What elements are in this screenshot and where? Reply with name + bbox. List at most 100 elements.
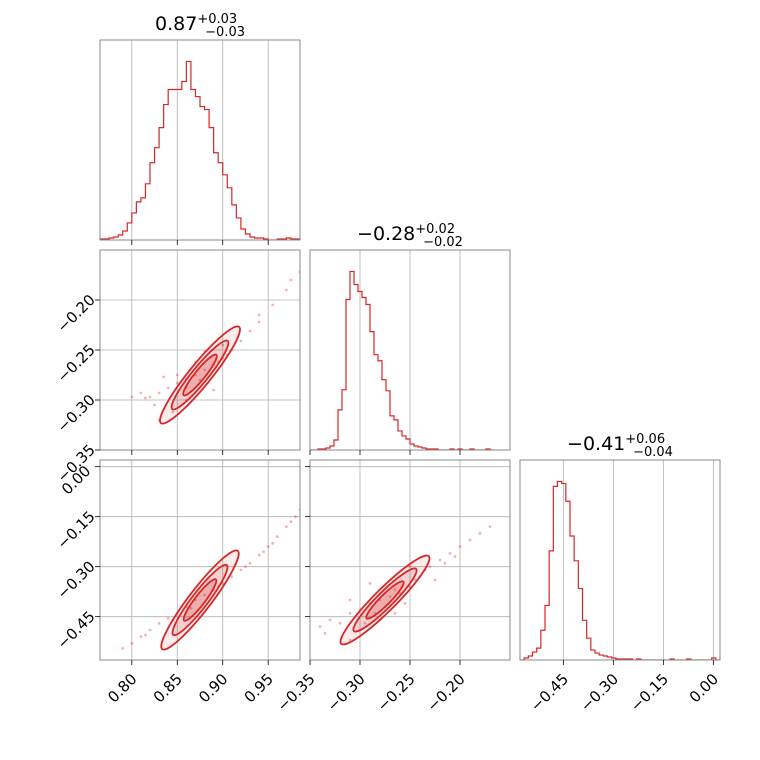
scatter-point-p1-p3-17 <box>284 525 288 529</box>
title-p1: 0.87+0.03 −0.03 <box>155 12 245 40</box>
scatter-point-p1-p2-0 <box>148 395 152 399</box>
scatter-point-p1-p2-12 <box>257 320 261 324</box>
histogram-step-p3 <box>520 480 720 660</box>
scatter-point-p1-p2-24 <box>153 403 156 407</box>
xtick-label-p3-2: −0.15 <box>627 670 672 715</box>
scatter-point-p1-p2-16 <box>130 395 134 399</box>
scatter-point-p1-p2-3 <box>175 381 179 385</box>
scatter-point-p1-p2-28 <box>257 313 261 317</box>
title-p1-sub: −0.03 <box>205 25 245 40</box>
title-p2-sup: +0.02 <box>415 222 455 237</box>
title-p2: −0.28+0.02 −0.02 <box>357 222 463 250</box>
scatter-point-p1-p2-13 <box>271 303 275 307</box>
scatter-point-p1-p3-15 <box>266 545 270 549</box>
scatter-point-p1-p2-11 <box>248 329 252 333</box>
ytick-label-p3-0: −0.45 <box>54 607 99 652</box>
scatter-point-p2-p3-29 <box>393 611 397 615</box>
title-p2-sub: −0.02 <box>423 235 463 250</box>
joint-panel-p1-p2: −0.35−0.30−0.25−0.20 <box>54 249 301 486</box>
contour-p1-p3-0 <box>160 549 240 651</box>
scatter-point-p2-p3-16 <box>428 565 432 569</box>
title-p1-main: 0.87 <box>155 13 197 35</box>
scatter-point-p1-p3-27 <box>289 520 293 524</box>
scatter-point-p1-p3-0 <box>130 641 134 645</box>
ytick-label-p2-2: −0.25 <box>54 341 99 386</box>
title-p2-main: −0.28 <box>357 223 415 245</box>
scatter-point-p2-p3-17 <box>438 558 442 562</box>
scatter-point-p2-p3-0 <box>328 618 332 622</box>
scatter-point-p2-p3-20 <box>468 538 472 542</box>
scatter-point-p2-p3-28 <box>408 565 412 569</box>
contour-p2-p3-1 <box>352 567 418 633</box>
scatter-point-p1-p3-1 <box>139 635 143 639</box>
ytick-label-p2-3: −0.20 <box>54 291 99 336</box>
scatter-point-p1-p2-23 <box>221 343 225 347</box>
xtick-label-p2-2: −0.25 <box>374 670 419 715</box>
contour-p1-p3-1 <box>171 563 229 637</box>
xtick-label-p3-1: −0.30 <box>577 670 622 715</box>
xtick-label-p3-3: 0.00 <box>686 670 722 706</box>
xtick-label-p1-2: 0.90 <box>195 670 231 706</box>
joint-panel-p2-p3: −0.35 −0.30 −0.25 −0.20 <box>274 459 511 715</box>
scatter-point-p2-p3-22 <box>488 525 492 529</box>
scatter-point-p2-p3-9 <box>388 595 392 599</box>
xtick-label-p2-0: −0.35 <box>274 670 319 715</box>
scatter-point-p1-p3-14 <box>257 553 261 557</box>
scatter-point-p2-p3-19 <box>458 545 462 549</box>
xtick-label-p3-0: −0.45 <box>527 670 572 715</box>
xtick-label-p1-1: 0.85 <box>150 670 186 706</box>
scatter-point-p2-p3-32 <box>443 561 447 565</box>
scatter-point-p1-p2-6 <box>203 368 206 372</box>
title-p3-sup: +0.06 <box>625 432 665 447</box>
contour-p1-p2-0 <box>159 325 241 425</box>
scatter-point-p2-p3-18 <box>448 551 452 555</box>
scatter-point-p1-p3-24 <box>244 565 247 569</box>
scatter-point-p2-p3-30 <box>348 598 352 602</box>
scatter-point-p2-p3-27 <box>368 581 372 585</box>
scatter-point-p1-p3-3 <box>157 621 161 625</box>
panel-frame-p1 <box>99 39 301 241</box>
xtick-label-p2-1: −0.30 <box>324 670 369 715</box>
histogram-panel-p1 <box>99 39 301 245</box>
scatter-point-p1-p2-20 <box>212 388 216 392</box>
scatter-point-p1-p3-16 <box>275 535 279 539</box>
scatter-point-p1-p3-13 <box>248 561 252 565</box>
contour-p1-p2-2 <box>182 353 218 397</box>
scatter-point-p2-p3-33 <box>453 555 457 559</box>
scatter-point-p1-p3-20 <box>144 633 147 637</box>
scatter-point-p2-p3-26 <box>348 638 352 642</box>
title-p3-sub: −0.04 <box>633 445 673 460</box>
scatter-point-p2-p3-23 <box>318 625 322 629</box>
scatter-point-p2-p3-10 <box>393 588 397 592</box>
scatter-point-p2-p3-4 <box>363 621 367 625</box>
title-p3: −0.41+0.06 −0.04 <box>567 432 673 460</box>
xtick-label-p2-3: −0.20 <box>424 670 469 715</box>
scatter-point-p1-p3-22 <box>189 606 193 610</box>
scatter-point-p1-p2-29 <box>289 278 293 282</box>
contour-p2-p3-2 <box>365 580 405 620</box>
ytick-label-p3-1: −0.30 <box>54 557 99 602</box>
scatter-point-p1-p3-8 <box>203 593 206 597</box>
scatter-point-p1-p2-10 <box>239 339 243 343</box>
histogram-panel-p2 <box>309 249 511 455</box>
xtick-label-p1-3: 0.95 <box>241 670 277 706</box>
title-p1-sup: +0.03 <box>197 12 237 27</box>
scatter-point-p1-p2-21 <box>175 373 179 377</box>
scatter-point-p2-p3-2 <box>348 611 352 615</box>
scatter-point-p1-p2-14 <box>284 288 288 292</box>
scatter-point-p1-p2-26 <box>162 375 166 379</box>
histogram-panel-p3: −0.45 −0.30 −0.15 0.00 <box>519 459 722 715</box>
scatter-point-p2-p3-35 <box>403 601 407 605</box>
scatter-point-p2-p3-21 <box>478 531 482 535</box>
scatter-point-p2-p3-31 <box>433 578 437 582</box>
scatter-point-p1-p2-2 <box>166 386 170 390</box>
scatter-point-p1-p3-25 <box>262 550 266 554</box>
panel-frame-p3 <box>519 459 721 661</box>
contour-p1-p3-2 <box>182 578 218 622</box>
scatter-point-p2-p3-1 <box>338 621 342 625</box>
scatter-point-p1-p3-12 <box>239 568 243 572</box>
scatter-point-p1-p3-4 <box>166 616 170 620</box>
ytick-label-p3-2: −0.15 <box>54 507 99 552</box>
scatter-point-p1-p2-15 <box>139 391 143 395</box>
